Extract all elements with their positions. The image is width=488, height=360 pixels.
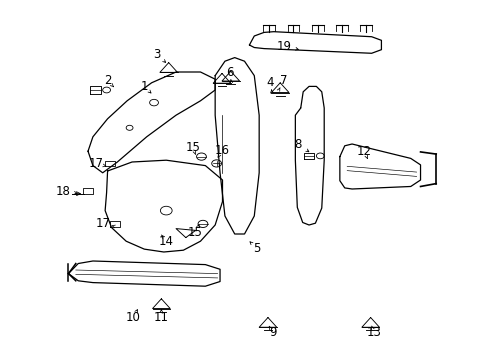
- Text: 3: 3: [152, 48, 160, 60]
- Text: 11: 11: [154, 311, 168, 324]
- Text: 15: 15: [188, 226, 203, 239]
- Text: 5: 5: [252, 242, 260, 255]
- Text: 19: 19: [277, 40, 291, 53]
- Text: 14: 14: [159, 235, 173, 248]
- Text: 17: 17: [89, 157, 103, 170]
- Text: 10: 10: [125, 311, 140, 324]
- Text: 4: 4: [266, 76, 274, 89]
- Text: 12: 12: [356, 145, 371, 158]
- Text: 1: 1: [140, 80, 148, 93]
- Text: 18: 18: [56, 185, 71, 198]
- Text: 9: 9: [268, 327, 276, 339]
- Text: 15: 15: [185, 141, 200, 154]
- Text: 8: 8: [294, 138, 302, 150]
- Text: 2: 2: [103, 75, 111, 87]
- Text: 17: 17: [95, 217, 110, 230]
- Text: 6: 6: [225, 66, 233, 79]
- Text: 7: 7: [279, 75, 287, 87]
- Text: 16: 16: [215, 144, 229, 157]
- Text: 13: 13: [366, 327, 381, 339]
